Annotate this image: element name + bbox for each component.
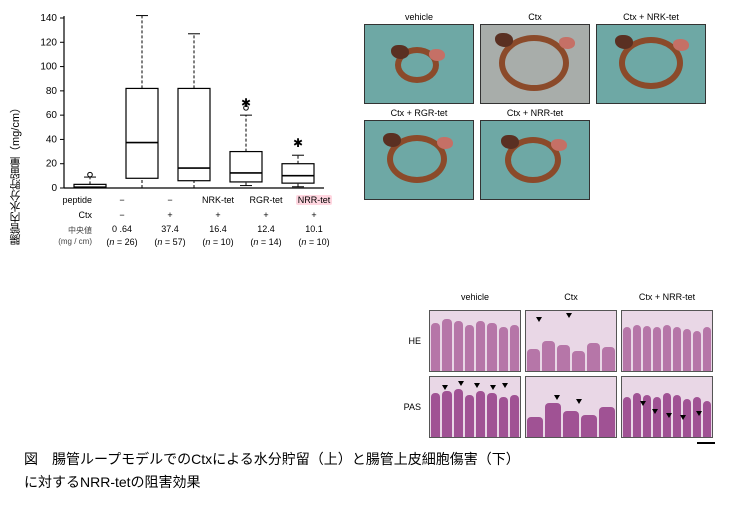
histology-row-label: PAS (395, 376, 425, 438)
x-cell: NRK-tet (194, 194, 242, 207)
histology-panel: vehicle Ctx Ctx + NRR-tet HE PAS (395, 292, 713, 438)
histology-image (429, 310, 521, 372)
svg-text:140: 140 (40, 13, 57, 24)
photo-label: vehicle (364, 12, 474, 22)
x-cell: − (98, 209, 146, 222)
svg-text:120: 120 (40, 37, 57, 48)
x-cell: 37.4(n = 57) (146, 223, 194, 248)
x-cell: + (242, 209, 290, 222)
scale-bar (697, 442, 715, 444)
y-axis-label: 腸管内水分貯留量（mg/cm） (8, 102, 24, 245)
caption-line2: に対するNRR-tetの阻害効果 (24, 474, 201, 490)
caption-line1: 図 腸管ループモデルでのCtxによる水分貯留（上）と腸管上皮細胞傷害（下） (24, 451, 520, 467)
histology-image (621, 376, 713, 438)
intestine-photo-2: Ctx + NRK-tet (596, 12, 706, 104)
histology-row-label: HE (395, 310, 425, 372)
row-label: Ctx (58, 209, 98, 222)
svg-text:60: 60 (46, 110, 58, 121)
svg-text:40: 40 (46, 134, 58, 145)
x-cell: 0 .64(n = 26) (98, 223, 146, 248)
photo-image (480, 120, 590, 200)
row-label: peptide (58, 194, 98, 207)
svg-text:✱: ✱ (293, 136, 303, 150)
svg-text:0: 0 (51, 183, 57, 192)
intestine-photo-4: Ctx + NRR-tet (480, 108, 590, 200)
histology-col-label: vehicle (429, 292, 521, 306)
x-cell: NRR-tet (290, 194, 338, 207)
svg-text:100: 100 (40, 62, 57, 73)
photo-image (596, 24, 706, 104)
histology-image (525, 376, 617, 438)
x-cell: 16.4(n = 10) (194, 223, 242, 248)
histology-image (621, 310, 713, 372)
x-cell: 12.4(n = 14) (242, 223, 290, 248)
histology-image (525, 310, 617, 372)
chart-svg: 0 20 40 60 80 100 120 140 ✱ ✱ (14, 12, 334, 192)
photo-image (480, 24, 590, 104)
photo-label: Ctx + NRR-tet (480, 108, 590, 118)
boxplot-chart: 腸管内水分貯留量（mg/cm） 020406080100120140✱✱ pep… (14, 12, 344, 292)
histology-image (429, 376, 521, 438)
histology-col-label: Ctx + NRR-tet (621, 292, 713, 306)
svg-text:20: 20 (46, 159, 58, 170)
photo-label: Ctx + NRK-tet (596, 12, 706, 22)
x-cell: RGR-tet (242, 194, 290, 207)
x-axis-table: peptide−−NRK-tetRGR-tetNRR-tetCtx−++++中央… (58, 194, 338, 250)
x-cell: − (98, 194, 146, 207)
intestine-photo-0: vehicle (364, 12, 474, 104)
intestine-photo-3: Ctx + RGR-tet (364, 108, 474, 200)
x-cell: + (290, 209, 338, 222)
intestine-photo-1: Ctx (480, 12, 590, 104)
histology-col-label: Ctx (525, 292, 617, 306)
photo-label: Ctx (480, 12, 590, 22)
photo-image (364, 24, 474, 104)
photo-label: Ctx + RGR-tet (364, 108, 474, 118)
intestine-photo-panel: vehicle Ctx Ctx + NRK-tet Ctx + RGR-tet Ctx … (364, 12, 728, 292)
x-cell: + (194, 209, 242, 222)
svg-text:80: 80 (46, 86, 58, 97)
row-label-median: 中央値(mg / cm) (58, 225, 98, 247)
x-cell: 10.1(n = 10) (290, 223, 338, 248)
x-cell: − (146, 194, 194, 207)
x-cell: + (146, 209, 194, 222)
photo-image (364, 120, 474, 200)
figure-caption: 図 腸管ループモデルでのCtxによる水分貯留（上）と腸管上皮細胞傷害（下） に対… (24, 448, 520, 493)
svg-text:✱: ✱ (241, 96, 251, 110)
